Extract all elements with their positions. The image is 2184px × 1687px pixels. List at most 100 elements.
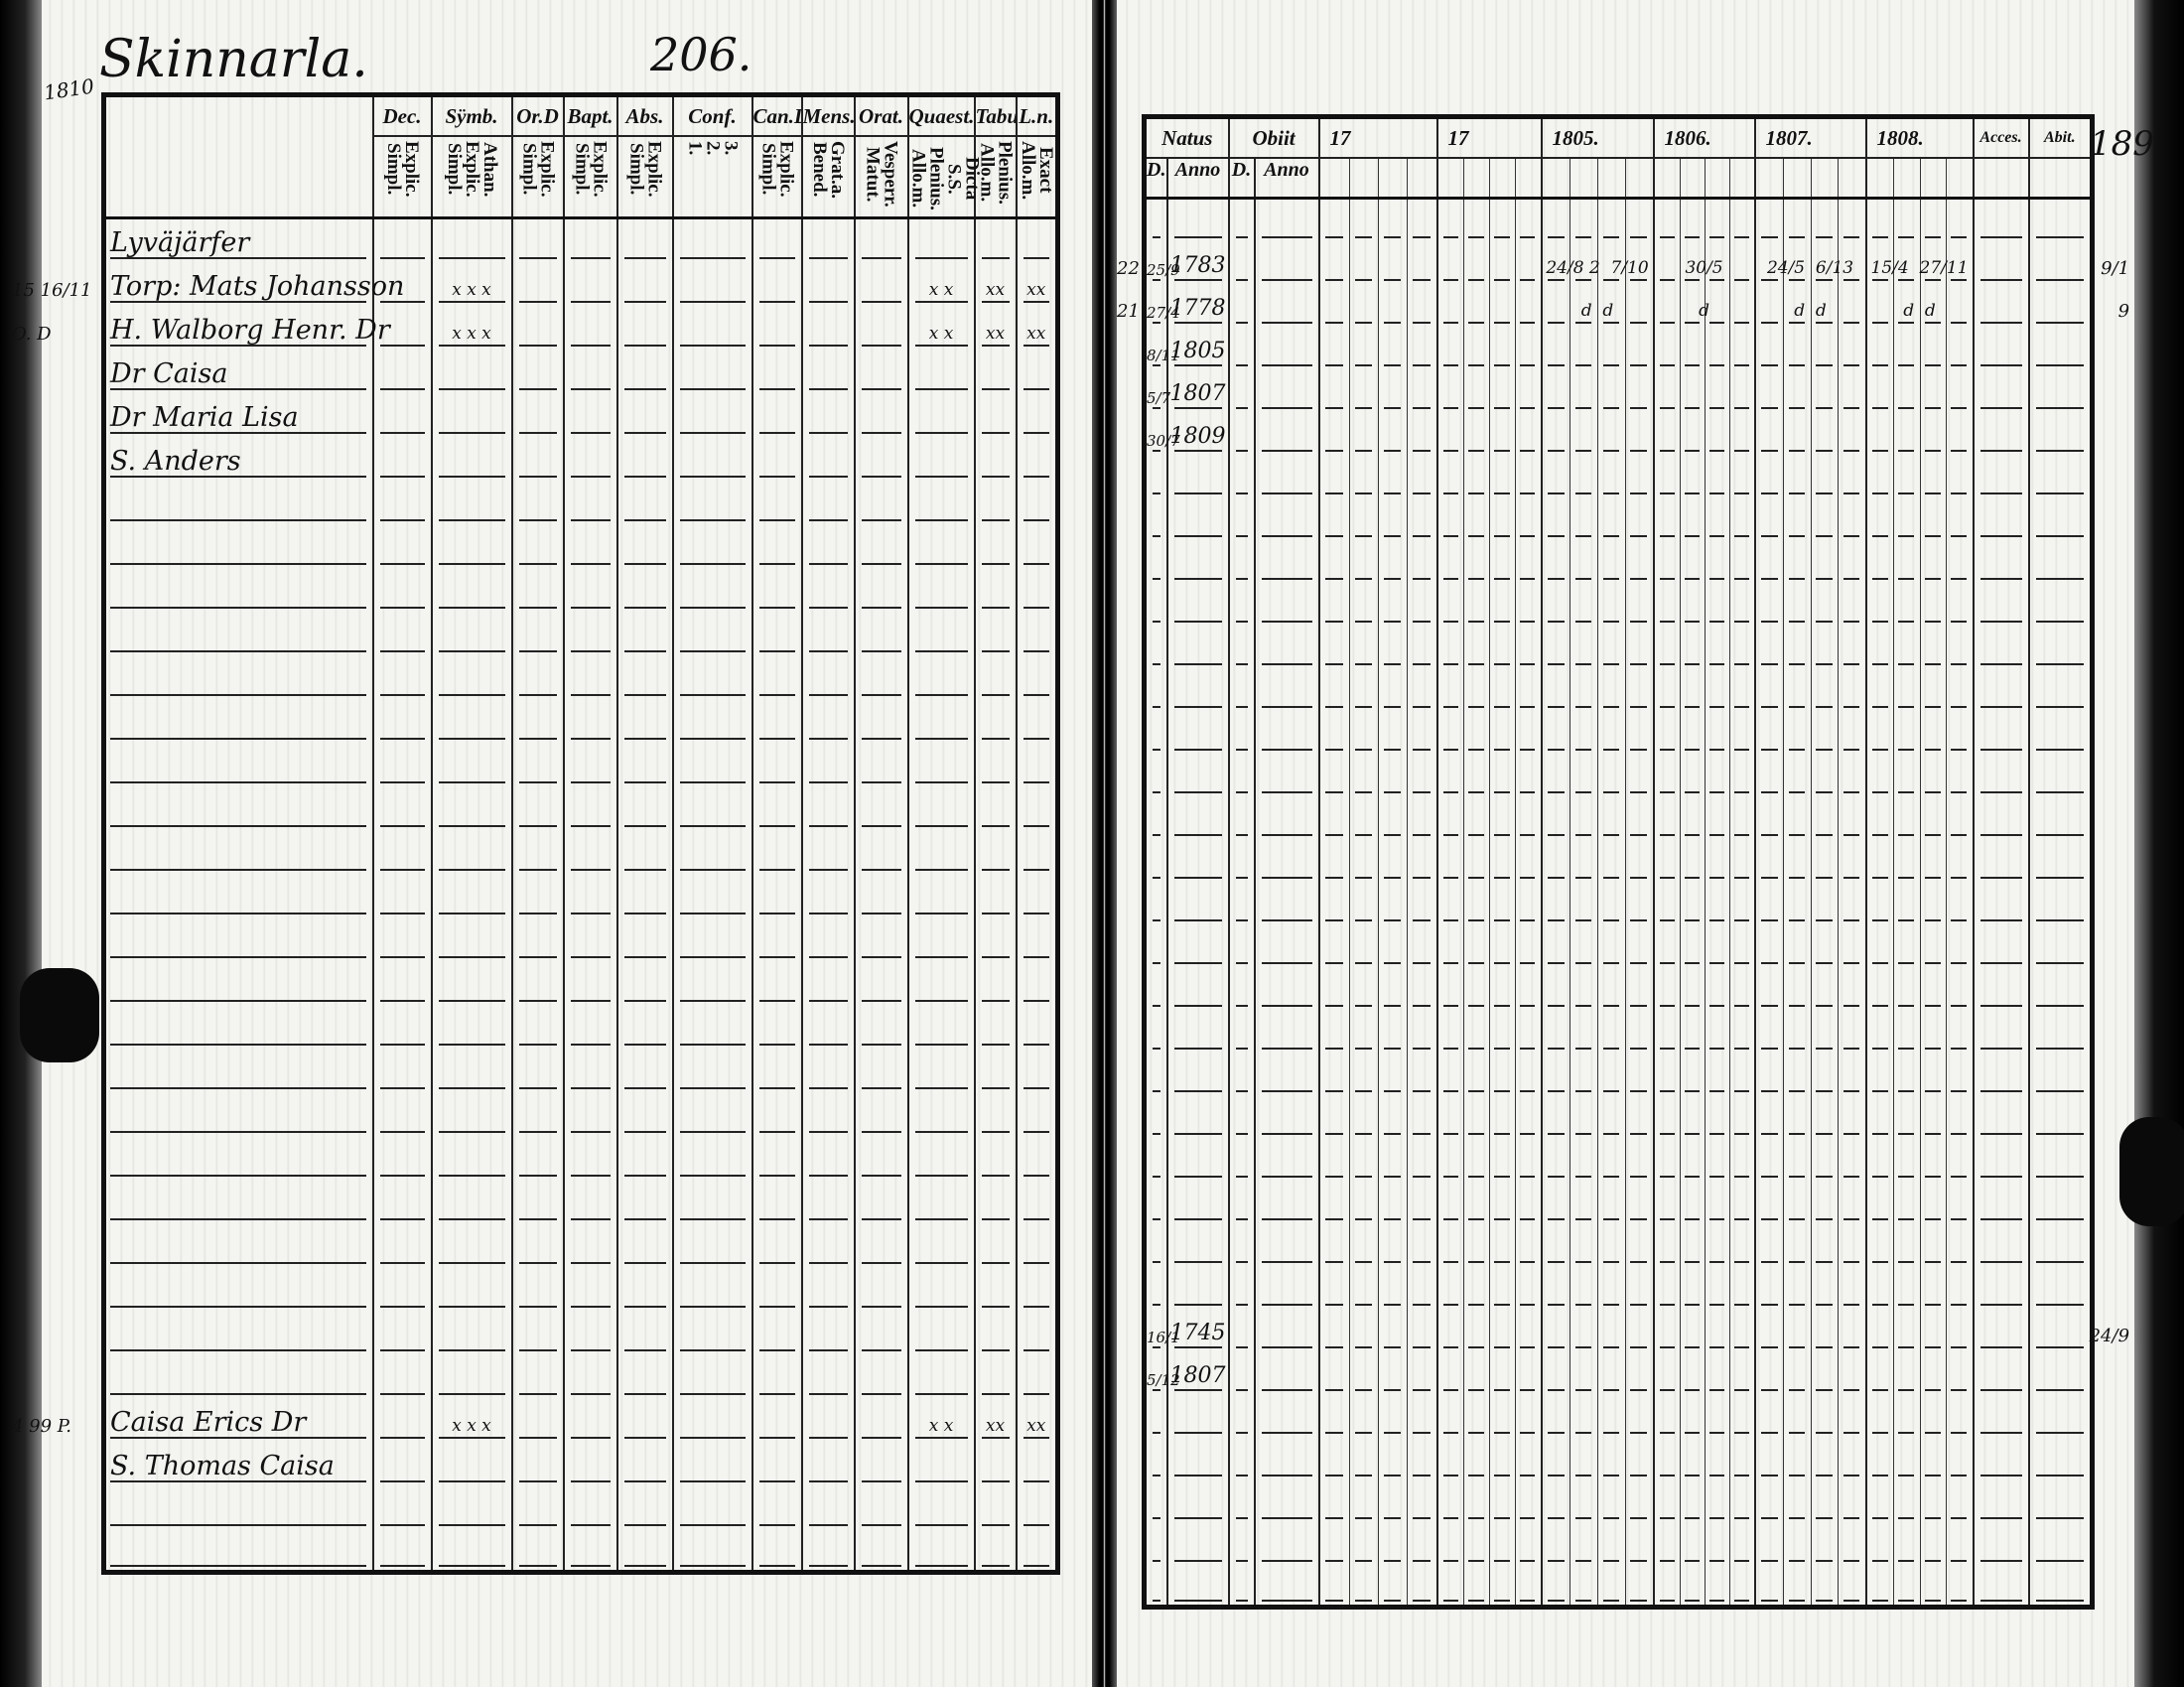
cell-y1808 — [1864, 1564, 1975, 1608]
cell-rule — [1325, 1175, 1343, 1178]
subcolumn-divider — [1704, 838, 1706, 882]
cell-rule — [1173, 1431, 1222, 1434]
cell-obiit-0 — [1227, 1137, 1256, 1181]
cell-rule — [1468, 235, 1484, 238]
subcolumn-divider — [1704, 582, 1706, 626]
subcolumn-divider — [1679, 1052, 1681, 1095]
cell-rule — [1816, 1516, 1833, 1519]
subcolumn-divider — [1679, 667, 1681, 711]
cell-rule — [1235, 1004, 1248, 1007]
cell-rule — [1733, 534, 1749, 537]
cell-y1806 — [1652, 454, 1756, 497]
cell-rule — [379, 431, 425, 434]
subcolumn-divider — [1624, 240, 1626, 284]
cell-rule — [1871, 833, 1888, 836]
cell-rule — [2035, 577, 2085, 580]
cell-rule — [1023, 431, 1049, 434]
cell-rule — [1519, 278, 1536, 281]
cell-rule — [438, 387, 505, 390]
cell-rule — [1519, 577, 1536, 580]
cell-rule — [1951, 1089, 1968, 1092]
cell-rule — [1871, 748, 1888, 751]
subcolumn-divider — [1463, 753, 1465, 796]
cell-rule — [808, 475, 848, 478]
cell-ord — [510, 1310, 565, 1354]
cell-rule — [1761, 1388, 1778, 1391]
subcolumn-divider — [1919, 1180, 1921, 1223]
subcolumn-divider — [1783, 496, 1785, 540]
cell-rule — [1979, 1089, 2022, 1092]
subcolumn-divider — [1624, 454, 1626, 497]
cell-rule — [1468, 1388, 1484, 1391]
cell-rule — [1173, 1217, 1222, 1220]
cell-quaest — [906, 523, 976, 568]
cell-rule — [1468, 1175, 1484, 1178]
cell-y1806 — [1652, 923, 1756, 967]
cell-rule — [914, 1130, 968, 1133]
cell-rule — [2035, 918, 2085, 921]
cell-rule — [1602, 1303, 1620, 1306]
cell-orat — [853, 873, 909, 917]
cell-y1805 — [1540, 326, 1655, 369]
cell-rule — [1602, 1431, 1620, 1434]
subcolumn-divider — [1919, 1137, 1921, 1181]
cell-rule — [1468, 321, 1484, 324]
cell-acces — [1972, 1094, 2030, 1138]
cell-rule — [379, 649, 425, 652]
cell-abs — [615, 1484, 674, 1529]
cell-rule — [2035, 449, 2085, 452]
cell-rule — [1548, 748, 1565, 751]
cell-orat — [853, 1397, 909, 1442]
cell-rule — [808, 737, 848, 740]
cell-rule — [1924, 235, 1941, 238]
cell-y1806 — [1652, 368, 1756, 412]
cell-rule — [1468, 961, 1484, 964]
cell-y1805 — [1540, 539, 1655, 583]
cell-rule — [1924, 278, 1941, 281]
cell-rule — [1843, 833, 1860, 836]
cell-rule — [438, 1130, 505, 1133]
subcolumn-divider — [1463, 454, 1465, 497]
cell-rule — [1898, 1047, 1915, 1050]
cell-y1807 — [1753, 1265, 1867, 1309]
cell-rule — [570, 344, 611, 347]
cell-orat — [853, 611, 909, 655]
subcolumn-divider — [1407, 1308, 1409, 1351]
cell-rule — [914, 693, 968, 696]
cell-rule — [1548, 1431, 1565, 1434]
cell-abit — [2027, 966, 2094, 1010]
column-header-dec: Dec. — [371, 94, 433, 137]
cell-rule — [861, 562, 901, 565]
cell-rule — [1871, 620, 1888, 623]
right-register-table: Natus Obiit 17 17 1805. 1806. 1807. 1808. Acces.… — [1117, 114, 2129, 1610]
cell-rule — [1733, 321, 1749, 324]
cell-rule — [1413, 577, 1431, 580]
cell-rule — [1951, 1559, 1968, 1562]
cell-rule — [1871, 662, 1888, 665]
cell-rule — [1951, 1474, 1968, 1476]
cell-natus-0 — [1143, 1436, 1168, 1479]
subcolumn-divider — [1946, 200, 1948, 241]
cell-natus-1: 1778 — [1165, 283, 1230, 327]
subcolumn-divider — [1378, 1094, 1380, 1138]
subcolumn-divider — [1728, 454, 1730, 497]
cell-rule — [1816, 1260, 1833, 1263]
cell-symb: x x x — [430, 305, 513, 350]
cell-rule — [679, 475, 746, 478]
cell-rule — [1979, 1431, 2022, 1434]
cell-y1806 — [1652, 539, 1756, 583]
cell-rule — [1173, 662, 1222, 665]
cell-rule — [1871, 1345, 1888, 1348]
cell-rule — [1354, 620, 1373, 623]
cell-rule — [1733, 918, 1749, 921]
subcolumn-divider — [1348, 966, 1350, 1010]
cell-rule — [1494, 876, 1510, 879]
cell-rule — [379, 1217, 425, 1220]
cell-rule — [1979, 406, 2022, 409]
column-subheader-obiit-0: D. — [1227, 158, 1256, 200]
cell-abit — [2027, 1436, 2094, 1479]
cell-conf — [671, 305, 753, 350]
cell-y1806 — [1652, 1350, 1756, 1394]
cell-natus-1 — [1165, 1222, 1230, 1266]
cell-rule — [914, 562, 968, 565]
